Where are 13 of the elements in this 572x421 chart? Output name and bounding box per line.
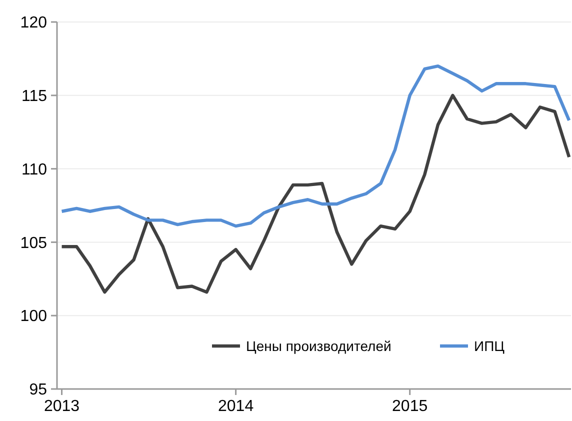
- legend-label: Цены производителей: [246, 338, 392, 354]
- x-tick-label: 2013: [44, 398, 80, 415]
- line-series: [60, 64, 571, 228]
- x-tick-label: 2015: [392, 398, 428, 415]
- legend-label: ИПЦ: [474, 338, 506, 354]
- y-tick-label: 120: [20, 14, 48, 32]
- y-tick-label: 110: [21, 161, 48, 178]
- x-tick-label: 2014: [218, 398, 254, 415]
- line-series: [60, 94, 571, 294]
- y-tick-label: 95: [29, 382, 48, 399]
- y-tick-label: 100: [20, 308, 48, 326]
- y-tick-label: 105: [20, 234, 48, 252]
- y-tick-label: 115: [21, 88, 48, 105]
